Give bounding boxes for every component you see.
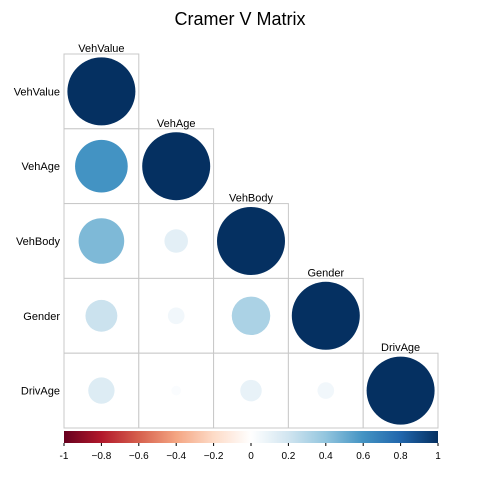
circle-vehbody-vehvalue xyxy=(78,218,125,264)
diag-label-vehbody: VehBody xyxy=(229,193,274,205)
matrix-cells xyxy=(63,53,439,429)
colorbar-tick-label: −0.8 xyxy=(92,451,112,462)
row-label-vehbody: VehBody xyxy=(16,236,61,248)
circle-gender-gender xyxy=(291,281,360,350)
colorbar-tick-label: 0.6 xyxy=(356,451,370,462)
diag-label-drivage: DrivAge xyxy=(381,342,420,354)
diag-label-gender: Gender xyxy=(307,267,344,279)
colorbar-ticks: -1 −0.8 −0.6 −0.4 −0.2 0 0.2 0.4 0.6 0.8 1 xyxy=(60,443,441,462)
cell-gender-vehage xyxy=(138,277,215,354)
circle-gender-vehbody xyxy=(231,296,271,336)
diagonal-labels: VehValue VehAge VehBody Gender DrivAge xyxy=(78,43,420,354)
colorbar-tick-label: 0.4 xyxy=(319,451,333,462)
colorbar-tick-label: 0.2 xyxy=(281,451,295,462)
colorbar: -1 −0.8 −0.6 −0.4 −0.2 0 0.2 0.4 0.6 0.8 1 xyxy=(60,431,441,462)
diag-label-vehage: VehAge xyxy=(157,118,196,130)
circle-gender-vehvalue xyxy=(85,299,118,332)
circle-vehbody-vehbody xyxy=(217,207,285,275)
chart-title: Cramer V Matrix xyxy=(174,9,305,29)
circle-drivage-drivage xyxy=(366,356,435,425)
circle-vehvalue-vehvalue xyxy=(67,57,136,126)
colorbar-tick-label: 0 xyxy=(248,451,254,462)
colorbar-tick-label: 0.8 xyxy=(394,451,408,462)
colorbar-tick-label: −0.4 xyxy=(166,451,186,462)
circle-drivage-vehvalue xyxy=(88,377,115,404)
circle-vehage-vehage xyxy=(142,132,211,201)
row-label-drivage: DrivAge xyxy=(21,386,60,398)
circle-drivage-gender xyxy=(317,382,335,399)
colorbar-tick-label: 1 xyxy=(435,451,441,462)
circle-drivage-vehbody xyxy=(240,379,262,402)
circle-gender-vehage xyxy=(167,307,185,325)
circle-drivage-vehage xyxy=(171,385,182,396)
colorbar-tick-label: −0.2 xyxy=(204,451,224,462)
colorbar-tick-label: −0.6 xyxy=(129,451,149,462)
diag-label-vehvalue: VehValue xyxy=(78,43,124,55)
circle-vehbody-vehage xyxy=(164,229,188,253)
circle-vehage-vehvalue xyxy=(75,139,128,193)
row-label-vehage: VehAge xyxy=(21,161,60,173)
colorbar-tick-label: -1 xyxy=(60,451,69,462)
colorbar-gradient xyxy=(64,431,438,443)
row-label-gender: Gender xyxy=(23,311,60,323)
row-labels: VehValue VehAge VehBody Gender DrivAge xyxy=(14,86,61,397)
row-label-vehvalue: VehValue xyxy=(14,86,60,98)
cell-drivage-gender xyxy=(287,352,364,429)
